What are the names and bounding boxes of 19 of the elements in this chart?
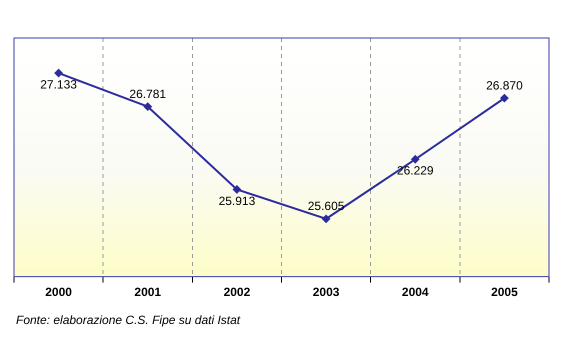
- point: [500, 94, 508, 102]
- data-label: 26.229: [396, 164, 434, 178]
- x-tick-label: 2001: [134, 285, 162, 300]
- data-label: 27.133: [40, 77, 78, 92]
- data-label: 25.605: [308, 199, 345, 214]
- point: [411, 155, 420, 164]
- x-tick-label: 2004: [402, 285, 429, 300]
- x-tick-label: 2000: [45, 285, 72, 300]
- source-note: Fonte: elaborazione C.S. Fipe su dati Istat: [16, 313, 242, 327]
- data-label: 25.913: [218, 194, 256, 208]
- point: [54, 69, 63, 78]
- x-tick-label: 2003: [312, 285, 340, 300]
- data-label: 26.870: [486, 78, 524, 92]
- point: [322, 214, 330, 223]
- point: [232, 185, 241, 194]
- x-tick-label: 2002: [224, 285, 251, 300]
- x-tick-label: 2005: [491, 285, 518, 300]
- data-label: 26.781: [129, 86, 166, 101]
- point: [144, 102, 152, 111]
